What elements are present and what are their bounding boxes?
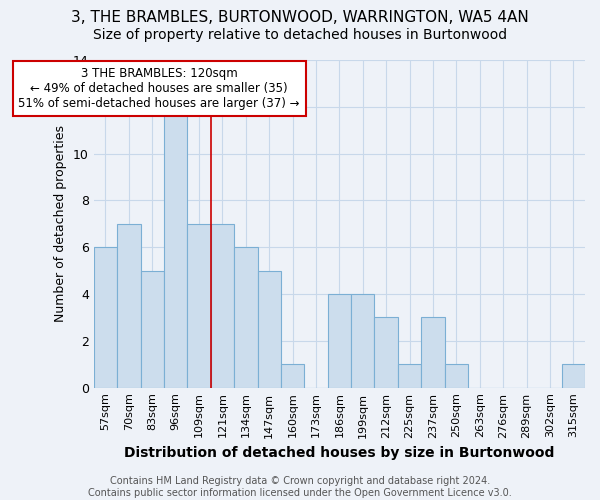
Bar	[117, 224, 140, 388]
Bar	[398, 364, 421, 388]
Bar	[140, 270, 164, 388]
Bar	[374, 318, 398, 388]
X-axis label: Distribution of detached houses by size in Burtonwood: Distribution of detached houses by size …	[124, 446, 554, 460]
Bar	[187, 224, 211, 388]
Bar	[94, 247, 117, 388]
Bar	[281, 364, 304, 388]
Text: 3, THE BRAMBLES, BURTONWOOD, WARRINGTON, WA5 4AN: 3, THE BRAMBLES, BURTONWOOD, WARRINGTON,…	[71, 10, 529, 25]
Bar	[257, 270, 281, 388]
Bar	[211, 224, 234, 388]
Bar	[421, 318, 445, 388]
Bar	[164, 107, 187, 388]
Y-axis label: Number of detached properties: Number of detached properties	[55, 126, 67, 322]
Bar	[351, 294, 374, 388]
Bar	[445, 364, 468, 388]
Text: Size of property relative to detached houses in Burtonwood: Size of property relative to detached ho…	[93, 28, 507, 42]
Bar	[562, 364, 585, 388]
Text: 3 THE BRAMBLES: 120sqm
← 49% of detached houses are smaller (35)
51% of semi-det: 3 THE BRAMBLES: 120sqm ← 49% of detached…	[19, 67, 300, 110]
Bar	[234, 247, 257, 388]
Bar	[328, 294, 351, 388]
Text: Contains HM Land Registry data © Crown copyright and database right 2024.
Contai: Contains HM Land Registry data © Crown c…	[88, 476, 512, 498]
